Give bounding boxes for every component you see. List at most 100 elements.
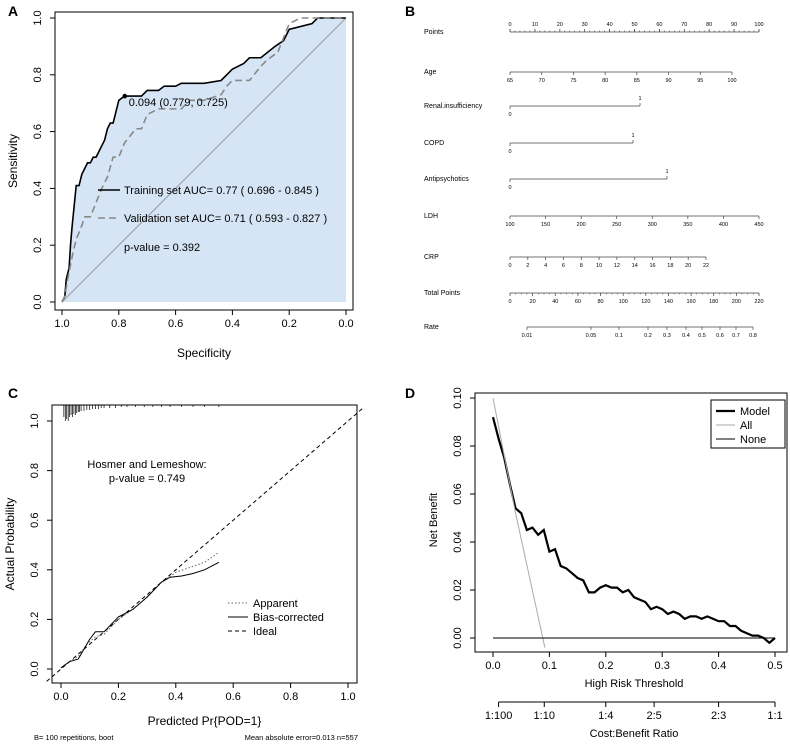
nomogram-tick-label: 22 — [703, 263, 709, 269]
nomogram-tick-label: 0 — [508, 149, 511, 155]
nomogram-tick-label: 0.05 — [586, 333, 597, 339]
nomogram-tick-label: 1 — [665, 169, 668, 175]
roc-curve-training — [61, 17, 346, 303]
calibration-y-tick-label: 1.0 — [29, 413, 41, 428]
calibration-hl-pvalue: p-value = 0.749 — [109, 473, 185, 485]
nomogram-tick-label: 250 — [612, 222, 621, 228]
nomogram-tick-label: 20 — [685, 263, 691, 269]
calibration-x-tick-label: 0.8 — [283, 691, 298, 703]
nomogram-tick-label: 65 — [507, 78, 513, 84]
nomogram-tick-label: 0 — [508, 185, 511, 191]
nomogram-tick-label: 100 — [619, 299, 628, 305]
calibration-legend-apparent: Apparent — [253, 598, 298, 610]
calibration-y-tick-label: 0.2 — [29, 612, 41, 627]
calibration-x-tick-label: 1.0 — [340, 691, 355, 703]
nomogram-tick-label: 150 — [541, 222, 550, 228]
nomogram-tick-label: 0 — [508, 299, 511, 305]
nomogram-label-antipsychotics: Antipsychotics — [424, 176, 469, 183]
nomogram-tick-label: 0.01 — [522, 333, 533, 339]
dca-x-tick-label: 0.0 — [485, 660, 500, 672]
roc-y-axis-title: Sensitivity — [6, 134, 20, 188]
calibration-x-tick-label: 0.0 — [53, 691, 68, 703]
roc-x-tick-label: 0.6 — [168, 318, 183, 330]
calibration-y-tick-label: 0.0 — [29, 661, 41, 676]
nomogram-tick-label: 40 — [607, 22, 613, 28]
nomogram-tick-label: 100 — [727, 78, 736, 84]
roc-x-tick-label: 1.0 — [54, 318, 69, 330]
nomogram-label-rate: Rate — [424, 324, 439, 331]
roc-x-tick-label: 0.4 — [225, 318, 240, 330]
dca-x-tick-label: 0.1 — [542, 660, 557, 672]
panel-label-a: A — [8, 3, 18, 19]
calibration-legend-bias-corrected: Bias-corrected — [253, 612, 324, 624]
calibration-y-tick-label: 0.4 — [29, 562, 41, 577]
calibration-ideal-line — [46, 408, 363, 682]
nomogram-tick-label: 160 — [686, 299, 695, 305]
roc-plot-frame — [54, 11, 354, 311]
nomogram-tick-label: 0.6 — [716, 333, 724, 339]
nomogram-tick-label: 80 — [597, 299, 603, 305]
nomogram-tick-label: 70 — [539, 78, 545, 84]
panel-label-d: D — [405, 385, 415, 401]
dca-secondary-axis-title: Cost:Benefit Ratio — [590, 728, 679, 740]
dca-x-tick-label: 0.5 — [767, 660, 782, 672]
nomogram-tick-label: 10 — [532, 22, 538, 28]
nomogram-label-crp: CRP — [424, 254, 439, 261]
nomogram-label-total-points: Total Points — [424, 290, 461, 297]
dca-secondary-tick-label: 1:4 — [598, 710, 613, 722]
nomogram-tick-label: 40 — [552, 299, 558, 305]
dca-y-tick-label: 0.10 — [452, 387, 464, 408]
nomogram-tick-label: 0.3 — [663, 333, 671, 339]
dca-plot-frame — [474, 392, 788, 653]
nomogram-tick-label: 350 — [683, 222, 692, 228]
nomogram-tick-label: 0 — [508, 112, 511, 118]
calibration-legend-ideal: Ideal — [253, 626, 277, 638]
nomogram-tick-label: 0 — [508, 263, 511, 269]
dca-secondary-tick-label: 1:100 — [485, 710, 513, 722]
nomogram-tick-label: 16 — [649, 263, 655, 269]
nomogram-tick-label: 80 — [706, 22, 712, 28]
dca-secondary-tick-label: 1:1 — [767, 710, 782, 722]
nomogram-tick-label: 120 — [641, 299, 650, 305]
calibration-plot-frame — [51, 404, 358, 684]
nomogram-tick-label: 30 — [582, 22, 588, 28]
nomogram-tick-label: 180 — [709, 299, 718, 305]
roc-legend-validation: Validation set AUC= 0.71 ( 0.593 - 0.827… — [124, 213, 327, 225]
dca-y-axis-title: Net Benefit — [428, 493, 440, 547]
calibration-x-tick-label: 0.4 — [168, 691, 183, 703]
calibration-hl-title: Hosmer and Lemeshow: — [87, 459, 206, 471]
dca-y-tick-label: 0.08 — [452, 435, 464, 456]
dca-y-tick-label: 0.06 — [452, 483, 464, 504]
nomogram-tick-label: 0 — [508, 22, 511, 28]
roc-x-tick-label: 0.8 — [111, 318, 126, 330]
dca-x-tick-label: 0.4 — [711, 660, 726, 672]
nomogram-tick-label: 1 — [638, 96, 641, 102]
calibration-curve-bias-corrected — [60, 561, 220, 669]
nomogram-tick-label: 4 — [544, 263, 547, 269]
calibration-curve-apparent — [60, 552, 220, 669]
calibration-x-tick-label: 0.2 — [111, 691, 126, 703]
nomogram-tick-label: 85 — [634, 78, 640, 84]
nomogram-tick-label: 60 — [656, 22, 662, 28]
dca-secondary-tick-label: 2:5 — [646, 710, 661, 722]
nomogram-tick-label: 20 — [557, 22, 563, 28]
roc-y-tick-label: 0.4 — [32, 181, 44, 196]
roc-curve-validation — [61, 17, 346, 303]
nomogram-tick-label: 2 — [526, 263, 529, 269]
dca-y-tick-label: 0.02 — [452, 579, 464, 600]
nomogram-tick-label: 95 — [697, 78, 703, 84]
nomogram-tick-label: 0.5 — [698, 333, 706, 339]
nomogram-tick-label: 0.4 — [682, 333, 690, 339]
dca-x-axis-title: High Risk Threshold — [585, 678, 684, 690]
nomogram-tick-label: 60 — [575, 299, 581, 305]
calibration-footer-right: Mean absolute error=0.013 n=557 — [245, 733, 358, 742]
nomogram-tick-label: 90 — [731, 22, 737, 28]
calibration-y-axis-title: Actual Probability — [3, 498, 17, 591]
nomogram-tick-label: 12 — [614, 263, 620, 269]
roc-y-tick-label: 0.6 — [32, 124, 44, 139]
calibration-y-tick-label: 0.6 — [29, 513, 41, 528]
nomogram-tick-label: 1 — [631, 133, 634, 139]
panel-label-c: C — [8, 385, 18, 401]
nomogram-label-ldh: LDH — [424, 213, 438, 220]
nomogram-tick-label: 14 — [632, 263, 638, 269]
